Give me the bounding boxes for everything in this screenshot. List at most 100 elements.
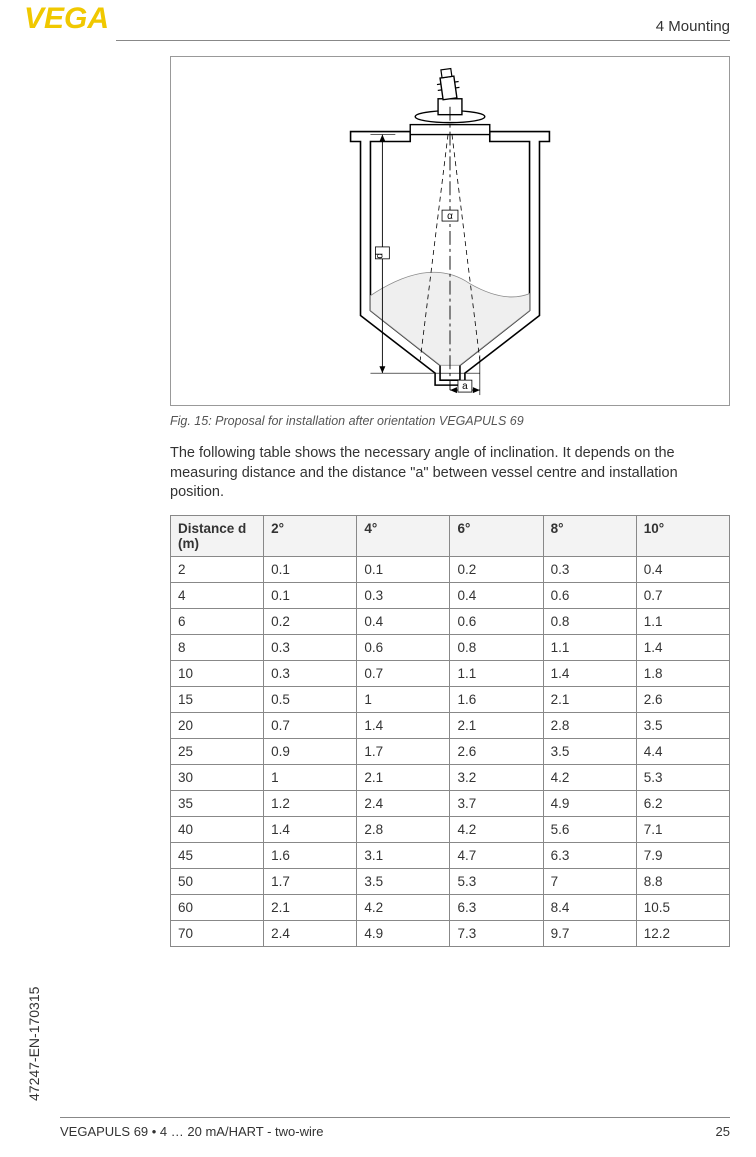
table-cell: 0.3: [264, 660, 357, 686]
table-cell: 1.1: [636, 608, 729, 634]
col-distance: Distance d (m): [171, 515, 264, 556]
document-code-vertical: 47247-EN-170315: [26, 987, 42, 1101]
figure-vessel-diagram: α d a: [170, 56, 730, 406]
table-row: 501.73.55.378.8: [171, 868, 730, 894]
table-cell: 2.1: [357, 764, 450, 790]
table-cell: 30: [171, 764, 264, 790]
table-cell: 0.4: [450, 582, 543, 608]
table-row: 60.20.40.60.81.1: [171, 608, 730, 634]
table-cell: 50: [171, 868, 264, 894]
table-cell: 20: [171, 712, 264, 738]
table-cell: 0.7: [357, 660, 450, 686]
table-cell: 2.1: [543, 686, 636, 712]
inclination-table: Distance d (m)2°4°6°8°10° 20.10.10.20.30…: [170, 515, 730, 947]
table-row: 602.14.26.38.410.5: [171, 894, 730, 920]
table-cell: 0.2: [450, 556, 543, 582]
table-cell: 0.4: [357, 608, 450, 634]
table-cell: 0.9: [264, 738, 357, 764]
intro-paragraph: The following table shows the necessary …: [170, 444, 730, 503]
table-cell: 0.6: [450, 608, 543, 634]
table-cell: 3.1: [357, 842, 450, 868]
diagram-label-alpha: α: [447, 211, 453, 222]
table-cell: 1.2: [264, 790, 357, 816]
table-cell: 45: [171, 842, 264, 868]
table-cell: 70: [171, 920, 264, 946]
footer-rule: [60, 1117, 730, 1118]
table-cell: 6: [171, 608, 264, 634]
table-cell: 2.6: [636, 686, 729, 712]
table-cell: 0.7: [636, 582, 729, 608]
table-cell: 10: [171, 660, 264, 686]
table-cell: 2.1: [264, 894, 357, 920]
table-cell: 9.7: [543, 920, 636, 946]
col-angle: 2°: [264, 515, 357, 556]
table-cell: 8.4: [543, 894, 636, 920]
table-row: 250.91.72.63.54.4: [171, 738, 730, 764]
table-row: 20.10.10.20.30.4: [171, 556, 730, 582]
table-cell: 1.6: [264, 842, 357, 868]
table-cell: 7.1: [636, 816, 729, 842]
table-cell: 4.9: [543, 790, 636, 816]
table-cell: 2.8: [543, 712, 636, 738]
table-cell: 35: [171, 790, 264, 816]
table-cell: 2.4: [357, 790, 450, 816]
table-cell: 12.2: [636, 920, 729, 946]
table-cell: 4.7: [450, 842, 543, 868]
table-cell: 10.5: [636, 894, 729, 920]
table-row: 150.511.62.12.6: [171, 686, 730, 712]
table-cell: 1.4: [543, 660, 636, 686]
diagram-label-a: a: [462, 381, 468, 392]
col-angle: 8°: [543, 515, 636, 556]
table-cell: 3.5: [636, 712, 729, 738]
table-cell: 3.2: [450, 764, 543, 790]
table-cell: 5.3: [450, 868, 543, 894]
table-cell: 7.9: [636, 842, 729, 868]
table-cell: 2.8: [357, 816, 450, 842]
table-cell: 0.8: [450, 634, 543, 660]
table-cell: 0.1: [264, 556, 357, 582]
table-cell: 0.1: [264, 582, 357, 608]
table-cell: 2: [171, 556, 264, 582]
col-angle: 6°: [450, 515, 543, 556]
table-cell: 4: [171, 582, 264, 608]
table-cell: 0.4: [636, 556, 729, 582]
table-cell: 1.1: [543, 634, 636, 660]
table-row: 80.30.60.81.11.4: [171, 634, 730, 660]
footer-product: VEGAPULS 69 • 4 … 20 mA/HART - two-wire: [60, 1124, 323, 1139]
figure-caption: Fig. 15: Proposal for installation after…: [170, 414, 730, 428]
table-row: 401.42.84.25.67.1: [171, 816, 730, 842]
diagram-label-d: d: [374, 253, 385, 259]
table-cell: 1.7: [264, 868, 357, 894]
page-number: 25: [716, 1124, 730, 1139]
table-cell: 2.1: [450, 712, 543, 738]
table-cell: 1: [357, 686, 450, 712]
table-row: 40.10.30.40.60.7: [171, 582, 730, 608]
brand-logo: VEGA: [24, 2, 109, 36]
table-row: 100.30.71.11.41.8: [171, 660, 730, 686]
table-cell: 40: [171, 816, 264, 842]
table-cell: 2.4: [264, 920, 357, 946]
table-cell: 25: [171, 738, 264, 764]
table-cell: 5.3: [636, 764, 729, 790]
table-cell: 4.2: [543, 764, 636, 790]
table-cell: 4.2: [357, 894, 450, 920]
table-cell: 1.1: [450, 660, 543, 686]
table-cell: 2.6: [450, 738, 543, 764]
table-cell: 0.7: [264, 712, 357, 738]
table-cell: 7: [543, 868, 636, 894]
table-row: 351.22.43.74.96.2: [171, 790, 730, 816]
table-cell: 0.3: [264, 634, 357, 660]
table-cell: 6.3: [543, 842, 636, 868]
table-cell: 8: [171, 634, 264, 660]
table-row: 451.63.14.76.37.9: [171, 842, 730, 868]
table-cell: 1.8: [636, 660, 729, 686]
section-heading: 4 Mounting: [656, 18, 730, 35]
table-cell: 8.8: [636, 868, 729, 894]
table-cell: 0.8: [543, 608, 636, 634]
table-cell: 3.7: [450, 790, 543, 816]
table-cell: 0.3: [543, 556, 636, 582]
table-cell: 3.5: [357, 868, 450, 894]
table-row: 3012.13.24.25.3: [171, 764, 730, 790]
table-cell: 0.3: [357, 582, 450, 608]
table-cell: 60: [171, 894, 264, 920]
